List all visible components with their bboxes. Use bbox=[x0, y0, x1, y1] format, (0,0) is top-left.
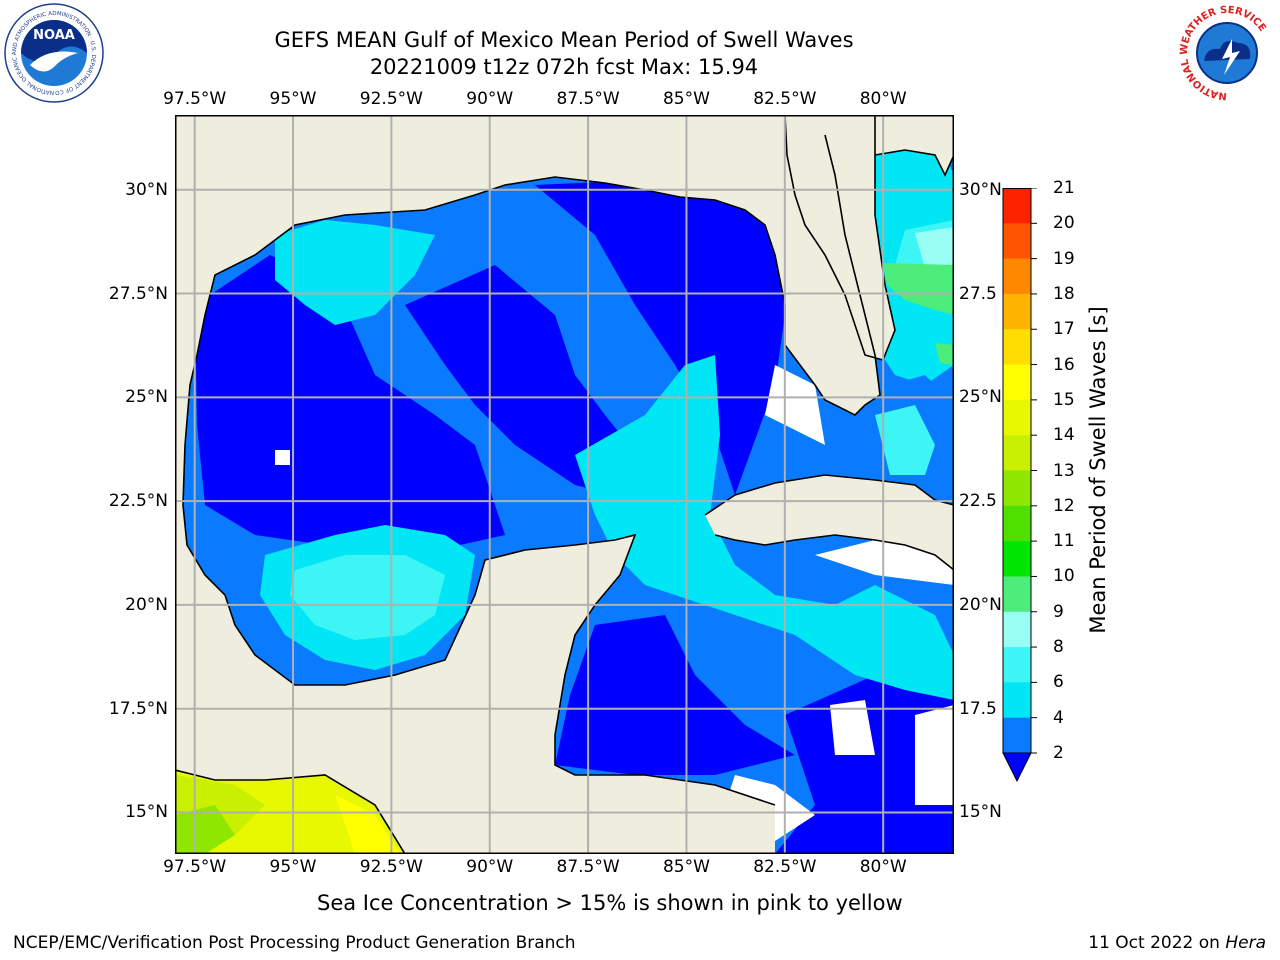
colorbar-tick-label: 6 bbox=[1053, 672, 1064, 693]
lat-label-left: 27.5°N bbox=[108, 283, 168, 304]
colorbar-tick-label: 18 bbox=[1053, 283, 1075, 304]
colorbar-segment bbox=[1003, 717, 1031, 754]
lat-label-right: 20°N bbox=[959, 594, 1002, 615]
lon-label-bottom: 87.5°W bbox=[556, 857, 620, 877]
colorbar-title: Mean Period of Swell Waves [s] bbox=[1086, 306, 1110, 634]
colorbar-tick-label: 21 bbox=[1053, 178, 1075, 198]
colorbar-tick-label: 20 bbox=[1053, 213, 1075, 234]
footer-date: 11 Oct 2022 on Hera bbox=[1088, 933, 1266, 953]
lon-label-top: 85°W bbox=[662, 89, 710, 109]
colorbar-segment bbox=[1003, 576, 1031, 613]
lon-label-top: 90°W bbox=[466, 89, 514, 109]
lat-label-right: 25°N bbox=[959, 387, 1002, 408]
period-8-9s-region bbox=[915, 227, 954, 275]
period-under-2s-regions bbox=[195, 115, 954, 854]
lat-label-right: 15°N bbox=[959, 802, 1002, 823]
colorbar-segment bbox=[1003, 223, 1031, 260]
lat-label-right: 30°N bbox=[959, 179, 1002, 200]
footer-date-text: 11 Oct 2022 on bbox=[1088, 933, 1226, 953]
footer-credit: NCEP/EMC/Verification Post Processing Pr… bbox=[13, 933, 576, 953]
colorbar-segment bbox=[1003, 293, 1031, 330]
colorbar-tick-label: 10 bbox=[1053, 566, 1075, 587]
lat-label-left: 20°N bbox=[125, 594, 168, 615]
lat-label-left: 15°N bbox=[125, 802, 168, 823]
lat-label-left: 22.5°N bbox=[108, 491, 168, 512]
lon-label-bottom: 90°W bbox=[466, 857, 514, 877]
colorbar-segment bbox=[1003, 258, 1031, 295]
colorbar-tick-label: 15 bbox=[1053, 389, 1075, 410]
lat-label-left: 25°N bbox=[125, 387, 168, 408]
colorbar-segment bbox=[1003, 682, 1031, 719]
footer-host: Hera bbox=[1225, 933, 1266, 953]
lon-label-top: 80°W bbox=[859, 89, 907, 109]
nws-logo: NATIONAL WEATHER SERVICE bbox=[1178, 4, 1276, 102]
colorbar bbox=[1002, 188, 1037, 783]
colorbar-extend-arrow bbox=[1002, 752, 1032, 783]
lat-label-right: 27.5 bbox=[959, 283, 997, 304]
colorbar-segment bbox=[1003, 364, 1031, 401]
lon-label-top: 95°W bbox=[269, 89, 317, 109]
chart-title: GEFS MEAN Gulf of Mexico Mean Period of … bbox=[274, 28, 854, 52]
noaa-logo-text: NOAA bbox=[33, 28, 75, 43]
colorbar-tick-label: 12 bbox=[1053, 495, 1075, 516]
lat-label-left: 30°N bbox=[125, 179, 168, 200]
colorbar-tick-label: 19 bbox=[1053, 248, 1075, 269]
colorbar-tick-label: 17 bbox=[1053, 319, 1075, 340]
colorbar-segment bbox=[1003, 435, 1031, 471]
florida-peninsula bbox=[785, 115, 895, 360]
graticule bbox=[175, 115, 954, 854]
colorbar-segment bbox=[1003, 541, 1031, 577]
map-frame bbox=[175, 115, 954, 854]
colorbar-tick-label: 9 bbox=[1053, 601, 1064, 622]
lon-label-top: 82.5°W bbox=[753, 89, 817, 109]
lon-label-bottom: 95°W bbox=[269, 857, 317, 877]
lat-label-left: 17.5°N bbox=[108, 698, 168, 719]
lon-label-top: 92.5°W bbox=[359, 89, 423, 109]
lon-label-bottom: 97.5°W bbox=[163, 857, 227, 877]
lon-label-bottom: 92.5°W bbox=[359, 857, 423, 877]
lat-label-right: 17.5 bbox=[959, 698, 997, 719]
noaa-logo: NATIONAL OCEANIC AND ATMOSPHERIC ADMINIS… bbox=[3, 3, 104, 103]
colorbar-tick-label: 11 bbox=[1053, 531, 1075, 552]
colorbar-tick-label: 14 bbox=[1053, 425, 1075, 446]
lon-label-bottom: 85°W bbox=[662, 857, 710, 877]
colorbar-tick-label: 2 bbox=[1053, 743, 1064, 763]
colorbar-segment bbox=[1003, 329, 1031, 366]
lat-label-right: 22.5 bbox=[959, 491, 997, 512]
lon-label-bottom: 80°W bbox=[859, 857, 907, 877]
chart-subtitle: 20221009 t12z 072h fcst Max: 15.94 bbox=[369, 55, 759, 79]
lon-label-top: 87.5°W bbox=[556, 89, 620, 109]
colorbar-segment bbox=[1003, 647, 1031, 683]
pacific-high-period-region bbox=[175, 770, 405, 854]
lon-label-bottom: 82.5°W bbox=[753, 857, 817, 877]
period-9-10s-region bbox=[883, 263, 954, 315]
lon-label-top: 97.5°W bbox=[163, 89, 227, 109]
colorbar-tick-label: 13 bbox=[1053, 460, 1075, 481]
sea-ice-note: Sea Ice Concentration > 15% is shown in … bbox=[317, 891, 903, 915]
colorbar-tick-label: 16 bbox=[1053, 354, 1075, 375]
colorbar-tick-label: 4 bbox=[1053, 707, 1064, 728]
colorbar-segment bbox=[1003, 611, 1031, 648]
colorbar-segment bbox=[1003, 399, 1031, 436]
map-panel bbox=[175, 115, 954, 854]
colorbar-segment bbox=[1003, 470, 1031, 507]
colorbar-segment bbox=[1003, 505, 1031, 542]
colorbar-tick-label: 8 bbox=[1053, 637, 1064, 658]
period-9-10s-small-region bbox=[935, 343, 954, 365]
coastlines bbox=[175, 115, 954, 854]
colorbar-segment bbox=[1003, 188, 1031, 224]
